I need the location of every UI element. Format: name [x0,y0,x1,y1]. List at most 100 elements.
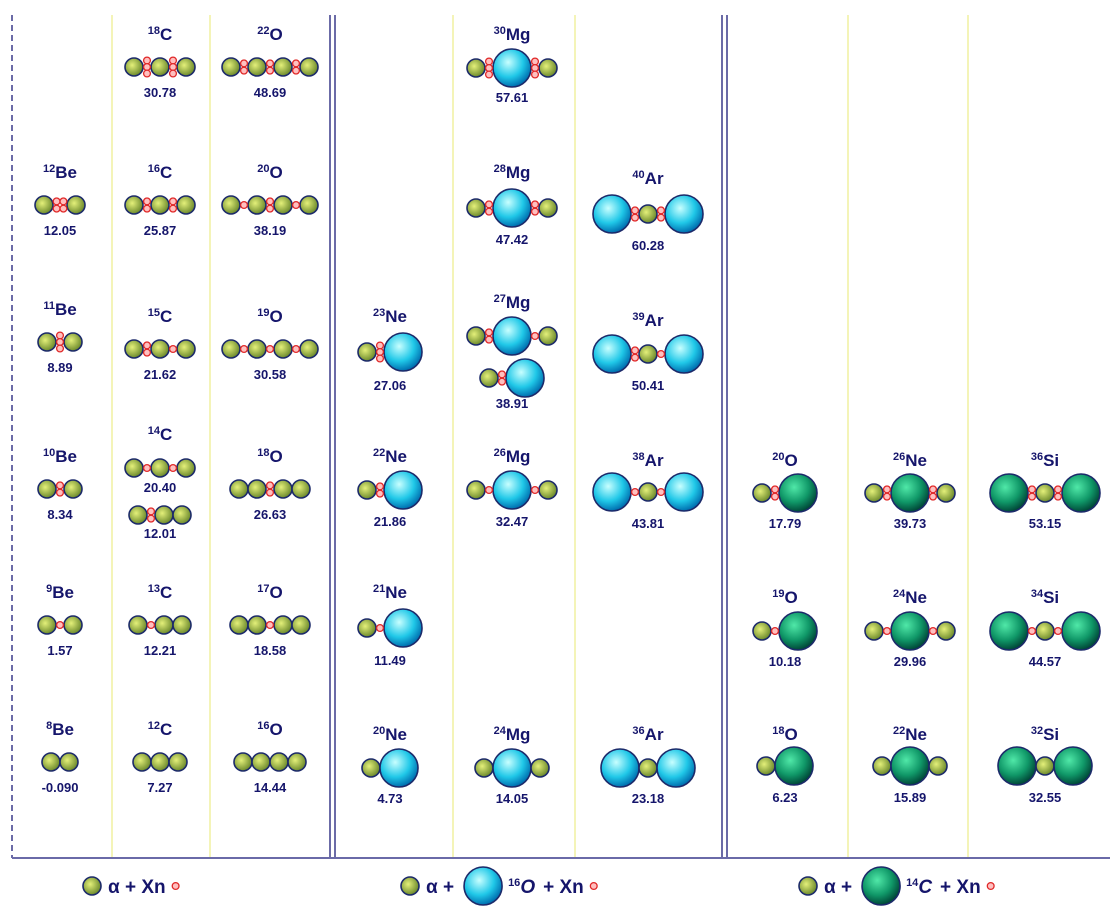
nucleus-label: 12C [148,720,173,739]
neutron [1027,626,1037,636]
element: Mg [506,447,531,466]
oxygen-core [664,334,704,374]
alpha-cluster [132,752,152,772]
nucleus-label: 28Mg [494,163,531,182]
nucleus-cell: 15C 21.62 [124,307,196,382]
element: Ne [905,451,927,470]
neutron [265,344,275,354]
neutron [484,335,494,344]
alpha-cluster [291,479,311,499]
element: Be [55,447,77,466]
alpha-cluster [247,339,267,359]
oxygen-core [463,866,503,906]
neutron [52,197,61,206]
alpha-cluster [63,615,83,635]
neutron [59,197,68,206]
nucleus-label: 12Be [43,163,77,182]
nucleus-cell: 12C 7.27 [132,720,188,795]
mass-number: 19 [257,307,269,319]
mass-number: 23 [373,307,385,319]
threshold-energy: 32.55 [1029,790,1062,805]
nucleus-label: 26Ne [893,451,927,470]
neutron [484,63,494,73]
nucleus-label: 10Be [43,447,77,466]
alpha-cluster [124,339,144,359]
nucleus-cell: 26Ne 39.73 [864,451,956,531]
neutron [630,206,640,215]
legend-item: α + 16O + Xn [400,866,598,906]
nucleus-cell: 22Ne 15.89 [872,725,948,805]
alpha-cluster [124,195,144,215]
neutron [168,56,178,65]
nucleus-label: 36Ar [632,725,664,744]
neutron [484,485,494,495]
neutron [142,463,152,473]
oxygen-core [379,748,419,788]
carbon-core [997,746,1037,786]
neutron [265,66,275,75]
nucleus-label: 14C [148,425,173,444]
threshold-energy: 18.58 [254,643,287,658]
neutron [142,56,152,65]
threshold-energy: 8.34 [47,507,73,522]
alpha-cluster [479,368,499,388]
threshold-energy: 1.57 [47,643,72,658]
alpha-cluster [59,752,79,772]
legend-text: + Xn [940,877,981,898]
neutron [168,463,178,473]
alpha-cluster [538,480,558,500]
neutron [59,204,68,213]
mass-number: 9 [46,583,52,595]
grid [11,15,1110,859]
nucleus-label: 23Ne [373,307,407,326]
alpha-cluster [41,752,61,772]
alpha-cluster [638,204,658,224]
element: O [785,588,798,607]
threshold-energy: 6.23 [772,790,797,805]
element: Mg [506,725,531,744]
threshold-energy: 27.06 [374,378,407,393]
mass-number: 20 [373,725,385,737]
nucleus-cell: 24Mg 14.05 [474,725,550,806]
threshold-energy: 38.91 [496,396,529,411]
neutron [55,488,65,497]
mass-number: 21 [373,583,385,595]
alpha-cluster [247,479,267,499]
alpha-cluster [299,57,319,77]
threshold-energy: 7.27 [147,780,172,795]
nucleus-label: 13C [148,583,173,602]
carbon-core [1053,746,1093,786]
nucleus-label: 16C [148,163,173,182]
nucleus-cell: 18C 30.78 [124,25,196,100]
element: C [160,583,172,602]
alpha-cluster [273,195,293,215]
neutron [882,492,892,501]
neutron [530,331,540,341]
element: Mg [506,163,531,182]
alpha-cluster [466,480,486,500]
alpha-cluster [124,57,144,77]
mass-number: 26 [494,447,506,459]
alpha-cluster [247,57,267,77]
alpha-cluster [1035,621,1055,641]
neutron [265,488,275,497]
oxygen-core [664,194,704,234]
alpha-cluster [172,615,192,635]
neutron [484,207,494,216]
nucleus-cell: 22Ne 21.86 [357,447,423,529]
neutron [589,881,598,891]
element: O [785,725,798,744]
mass-number: 32 [1031,725,1043,737]
nucleus-cell: 24Ne 29.96 [864,588,956,669]
threshold-energy: 17.79 [769,516,802,531]
mass-number: 12 [148,720,160,732]
threshold-energy: 30.58 [254,367,287,382]
alpha-cluster [34,195,54,215]
alpha-cluster [638,344,658,364]
mass-number: 20 [257,163,269,175]
alpha-cluster [466,198,486,218]
nucleus-label: 9Be [46,583,74,602]
mass-number: 16 [508,877,520,889]
nucleus-cell: 36Ar 23.18 [600,725,696,806]
